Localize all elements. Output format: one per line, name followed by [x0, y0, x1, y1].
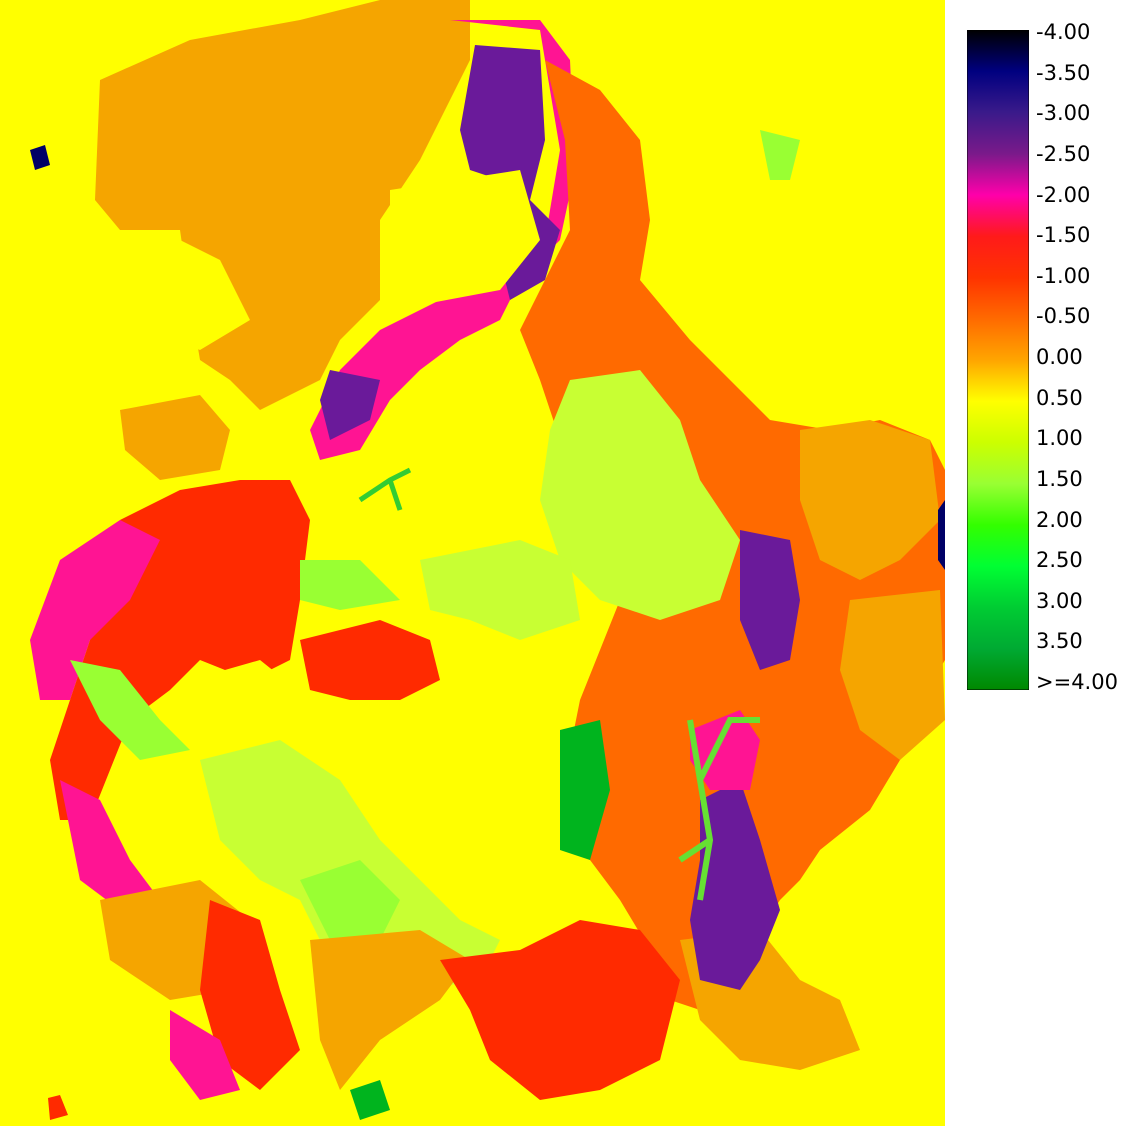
legend-label: 0.50 [1036, 385, 1083, 410]
region-lime-south [300, 860, 400, 940]
legend-label: 3.00 [1036, 588, 1083, 613]
region-green-south [350, 1080, 390, 1120]
region-orange-east-2 [840, 590, 945, 760]
region-purple-southeast [690, 780, 780, 990]
region-red-south-center [440, 920, 680, 1100]
legend-labels: -4.00 -3.50 -3.00 -2.50 -2.00 -1.50 -1.0… [1036, 20, 1129, 710]
region-lightgreen-center [540, 370, 740, 620]
region-orange-east [800, 420, 940, 580]
region-green-north [760, 130, 800, 180]
legend-gradient [967, 30, 1029, 690]
region-lime-central-strip [300, 560, 400, 610]
legend-label: 1.00 [1036, 426, 1083, 451]
region-navy-northwest [30, 145, 50, 170]
region-yellow-center [360, 660, 580, 880]
region-magenta-south [170, 1010, 240, 1100]
legend-label: -4.00 [1036, 20, 1091, 44]
region-purple-north-2 [320, 370, 380, 440]
legend-label: -2.00 [1036, 182, 1091, 207]
legend-label: 1.50 [1036, 466, 1083, 491]
region-magenta-southwest [60, 780, 160, 910]
region-red-corner-southwest [48, 1095, 68, 1120]
region-green-center [560, 720, 610, 860]
region-orange-northwest [95, 0, 470, 410]
region-lightgreen-central-2 [420, 540, 580, 640]
legend-label: -0.50 [1036, 304, 1091, 329]
legend-label: -1.50 [1036, 223, 1091, 248]
legend-label: >=4.00 [1036, 670, 1118, 694]
legend-label: 0.00 [1036, 345, 1083, 369]
region-red-south [200, 900, 300, 1090]
river-east [678, 717, 760, 901]
region-orange-west-strip [120, 395, 230, 480]
region-purple-east [740, 530, 800, 670]
region-magenta-north [310, 20, 575, 460]
legend-label: 3.50 [1036, 629, 1083, 654]
legend-label: -2.50 [1036, 141, 1091, 166]
region-green-west-river [70, 660, 190, 760]
choropleth-map [0, 0, 945, 1126]
region-navy-east-edge [938, 500, 945, 570]
region-orange-south-plume [310, 930, 470, 1090]
region-yellow-inner-northwest [100, 240, 250, 350]
river-central [358, 467, 412, 511]
region-yellow-center-north [390, 170, 540, 305]
legend-label: -1.00 [1036, 263, 1091, 288]
legend-color-bar [967, 30, 1029, 690]
region-red-center-band [300, 620, 440, 700]
legend-label: -3.50 [1036, 60, 1091, 85]
region-magenta-west [30, 520, 160, 700]
legend-label: 2.00 [1036, 507, 1083, 532]
legend-label: -3.00 [1036, 101, 1091, 126]
legend-label: 2.50 [1036, 548, 1083, 573]
